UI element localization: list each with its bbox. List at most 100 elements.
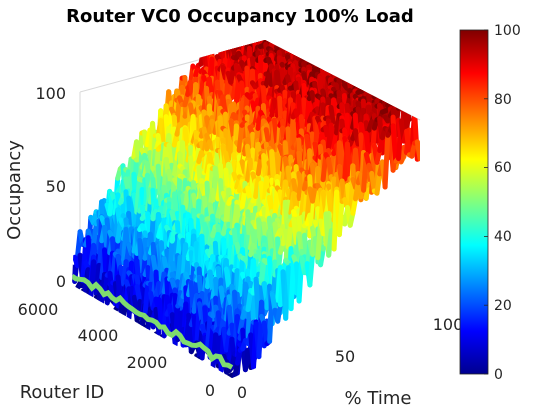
surface-segment	[285, 222, 294, 250]
surface-segment	[287, 40, 296, 48]
surface-segment	[355, 76, 363, 84]
x-axis-label: % Time	[345, 388, 412, 409]
surface-segment	[241, 40, 250, 45]
surface-segment	[319, 62, 328, 69]
surface-segment	[238, 40, 247, 49]
surface-segment	[271, 28, 274, 30]
surface-segment	[288, 254, 297, 312]
y-tick-2000: 2000	[127, 353, 168, 372]
y-tick-0: 0	[205, 381, 215, 400]
z-tick-100: 100	[35, 84, 66, 103]
surface-segment	[252, 40, 260, 42]
surface-segment	[279, 34, 282, 37]
surface-segment	[287, 40, 295, 55]
surface-segment	[131, 209, 140, 230]
surface-segment	[265, 40, 274, 41]
cb-tick-100: 100	[494, 23, 521, 39]
surface-segment	[275, 302, 283, 324]
surface-segment	[244, 40, 252, 42]
surface-segment	[325, 66, 334, 73]
surface-segment	[317, 64, 325, 71]
surface-segment	[390, 93, 399, 100]
colorbar	[459, 29, 489, 375]
surface-segment	[206, 76, 215, 97]
surface-segment	[222, 40, 231, 46]
surface-segment	[336, 69, 344, 76]
surface-segment	[241, 40, 250, 48]
surface-segment	[249, 31, 252, 32]
surface-segment	[352, 76, 361, 83]
surface-segment	[265, 40, 274, 41]
surface-segment	[134, 176, 142, 215]
surface-segment	[317, 57, 325, 69]
surface-segment	[230, 40, 239, 50]
surface-segment	[236, 30, 239, 31]
surface-segment	[374, 171, 383, 196]
surface-segment	[401, 102, 409, 109]
surface-segment	[374, 86, 382, 93]
surface-segment	[369, 170, 377, 194]
surface-segment	[322, 53, 331, 68]
surface-segment	[352, 73, 361, 81]
surface-segment	[298, 40, 306, 46]
surface-segment	[320, 57, 328, 64]
surface-segment	[371, 93, 380, 100]
x-tick-0: 0	[237, 383, 247, 402]
z-tick-50: 50	[46, 177, 66, 196]
surface-segment	[256, 313, 264, 360]
surface-segment	[344, 141, 353, 181]
surface-segment	[279, 40, 287, 53]
chart-title: Router VC0 Occupancy 100% Load	[66, 6, 414, 27]
surface-segment	[241, 40, 250, 44]
surface-segment	[390, 123, 399, 164]
y-tick-6000: 6000	[18, 300, 59, 319]
surface-segment	[374, 93, 382, 99]
surface-segment	[282, 40, 290, 42]
surface-segment	[298, 52, 306, 61]
surface-segment	[228, 40, 236, 52]
surface-segment	[276, 40, 285, 53]
surface-segment	[349, 76, 358, 89]
surface-segment	[257, 31, 260, 32]
cb-tick-0: 0	[494, 367, 503, 383]
surface-segment	[307, 251, 316, 288]
surface-segment	[244, 40, 252, 46]
surface-segment	[320, 63, 328, 71]
surface-segment	[371, 85, 380, 92]
surface-segment	[223, 266, 232, 292]
surface-segment	[325, 56, 333, 77]
surface-segment	[284, 40, 293, 55]
occupancy-surface	[72, 28, 420, 378]
surface-segment	[395, 104, 404, 111]
z-tick-0: 0	[56, 272, 66, 291]
surface-segment	[322, 59, 331, 69]
surface-segment	[309, 59, 317, 66]
surface-segment	[303, 50, 312, 58]
cb-tick-60: 60	[494, 160, 512, 176]
surface-segment	[326, 156, 334, 180]
surface-segment	[395, 100, 404, 112]
x-tick-50: 50	[335, 347, 355, 366]
surface-segment	[261, 320, 270, 347]
surface-segment	[228, 118, 237, 141]
surface-segment	[91, 221, 99, 249]
surface-segment	[336, 61, 344, 81]
cb-tick-40: 40	[494, 229, 512, 245]
surface-segment	[311, 58, 320, 65]
surface-segment	[301, 54, 309, 61]
cb-tick-80: 80	[494, 92, 512, 108]
surface-segment	[371, 87, 380, 94]
surface-segment	[360, 86, 369, 93]
surface-segment	[363, 78, 371, 86]
surface-segment	[300, 46, 309, 59]
surface-segment	[371, 90, 380, 97]
surface-segment	[325, 60, 334, 67]
surface-segment	[296, 167, 305, 201]
surface-segment	[223, 200, 232, 224]
surface-segment	[314, 57, 323, 64]
surface-segment	[219, 40, 228, 51]
surface-segment	[142, 280, 151, 315]
surface-segment	[274, 28, 277, 29]
surface-segment	[255, 40, 263, 43]
